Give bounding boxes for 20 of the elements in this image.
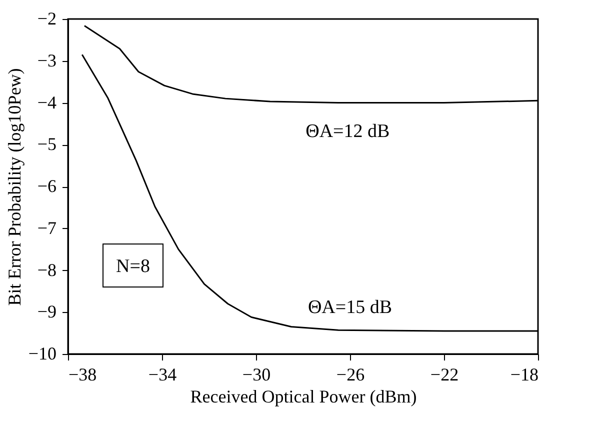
y-tick-label: −5 [37, 134, 56, 154]
y-tick-label: −3 [37, 50, 56, 70]
x-axis-title: Received Optical Power (dBm) [190, 386, 417, 406]
annotation: ΘA=15 dB [308, 297, 392, 318]
x-tick-label: −26 [336, 364, 365, 384]
y-tick-label: −8 [37, 260, 56, 280]
y-tick-label: −10 [28, 344, 56, 364]
y-tick-label: −7 [37, 218, 56, 238]
y-tick-label: −2 [37, 8, 56, 28]
annotation: ΘA=12 dB [306, 121, 390, 142]
annotation: N=8 [116, 256, 150, 277]
x-tick-label: −38 [68, 364, 97, 384]
x-tick-label: −30 [242, 364, 271, 384]
y-tick-label: −4 [37, 92, 56, 112]
x-tick-label: −22 [430, 364, 459, 384]
y-tick-label: −9 [37, 302, 56, 322]
y-tick-label: −6 [37, 176, 56, 196]
x-tick-label: −34 [148, 364, 177, 384]
x-tick-label: −18 [510, 364, 538, 384]
y-axis-title: Bit Error Probability (log10Pew) [4, 68, 24, 306]
